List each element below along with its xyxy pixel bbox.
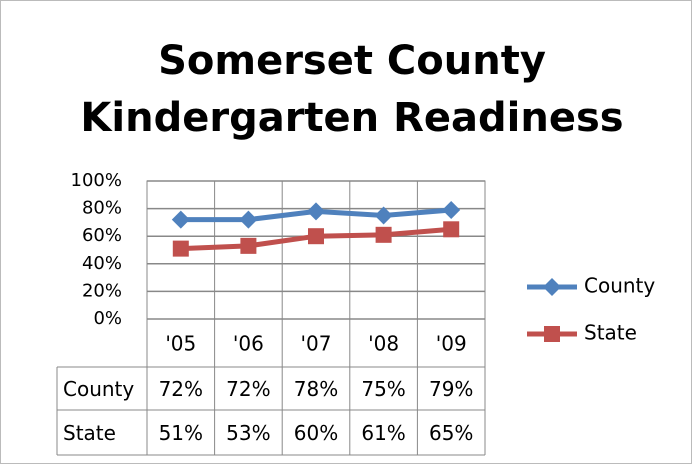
table-value: 60% (294, 421, 338, 445)
table-value: 78% (294, 377, 338, 401)
table-value: 79% (429, 377, 473, 401)
y-tick-label: 100% (71, 170, 122, 191)
y-tick-label: 80% (82, 198, 122, 219)
x-tick-label: '09 (436, 332, 467, 356)
table-value: 72% (159, 377, 203, 401)
marker (543, 278, 561, 296)
marker (544, 326, 560, 342)
x-tick-label: '07 (301, 332, 332, 356)
y-tick-label: 60% (82, 225, 122, 246)
marker (171, 210, 190, 229)
marker (239, 210, 258, 229)
x-tick-label: '06 (233, 332, 264, 356)
table-value: 75% (361, 377, 405, 401)
legend-label: State (584, 321, 637, 345)
marker (308, 228, 324, 245)
table-value: 53% (226, 421, 270, 445)
row-label: State (63, 421, 116, 445)
table-value: 51% (159, 421, 203, 445)
x-tick-label: '08 (368, 332, 399, 356)
marker (442, 200, 461, 219)
marker (443, 221, 460, 238)
legend-label: County (584, 274, 655, 298)
marker (172, 240, 189, 257)
marker (375, 226, 392, 243)
marker (307, 202, 325, 221)
chart-title: Somerset County (158, 38, 546, 84)
y-tick-label: 0% (93, 308, 122, 329)
table-value: 65% (429, 421, 473, 445)
y-tick-label: 40% (82, 253, 122, 274)
table-value: 72% (226, 377, 270, 401)
table-value: 61% (361, 421, 405, 445)
marker (374, 206, 393, 225)
row-label: County (63, 377, 134, 401)
chart-title: Kindergarten Readiness (80, 95, 623, 141)
marker (240, 237, 257, 254)
x-tick-label: '05 (165, 332, 196, 356)
y-tick-label: 20% (82, 280, 122, 301)
